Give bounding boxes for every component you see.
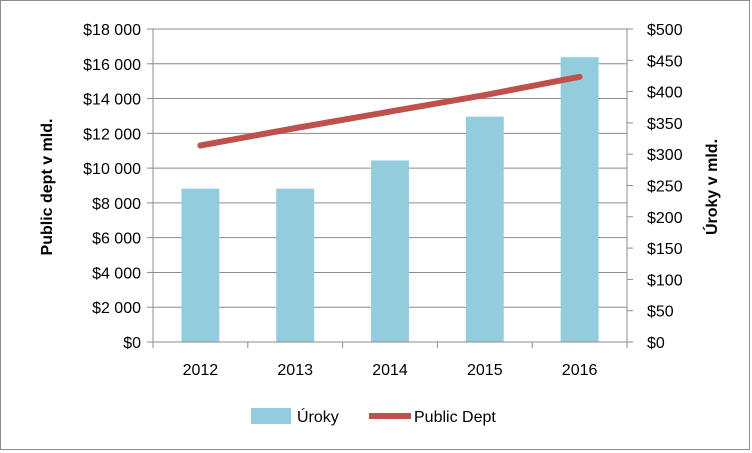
left-tick-label: $0: [123, 335, 141, 352]
right-tick-label: $350: [647, 116, 683, 133]
right-tick-label: $250: [647, 179, 683, 196]
left-tick-label: $18 000: [83, 22, 141, 39]
left-tick-label: $8 000: [92, 196, 141, 213]
right-tick-label: $100: [647, 272, 683, 289]
line-series: [197, 73, 583, 149]
right-tick-label: $0: [647, 335, 665, 352]
bar-uroky-2012: [181, 188, 220, 342]
category-tick-label: 2012: [183, 362, 219, 379]
right-tick-label: $300: [647, 147, 683, 164]
left-axis-ticks: $0 $2 000 $4 000 $6 000 $8 000 $10 000 $12 000…: [83, 22, 141, 352]
left-axis-title: Public dept v mld.: [39, 119, 56, 256]
point-public-dept-2014: [389, 111, 391, 113]
category-axis-ticks: 2012 2013 2014 2015 2016: [183, 362, 598, 379]
category-tick-label: 2014: [372, 362, 408, 379]
right-tick-label: $450: [647, 53, 683, 70]
bar-series: [181, 57, 599, 343]
left-tick-label: $14 000: [83, 92, 141, 109]
right-tick-label: $500: [647, 22, 683, 39]
legend-label-uroky: Úroky: [297, 407, 339, 426]
point-public-dept-2012: [199, 145, 201, 147]
bar-uroky-2015: [465, 116, 504, 342]
point-public-dept-2016: [579, 76, 581, 78]
bar-uroky-2014: [371, 160, 409, 342]
legend: Úroky Public Dept: [251, 407, 496, 426]
bar-uroky-2016: [560, 57, 599, 343]
legend-swatch-uroky: [251, 408, 291, 424]
left-tick-label: $4 000: [92, 265, 141, 282]
left-tick-label: $16 000: [83, 57, 141, 74]
category-tick-label: 2015: [467, 362, 503, 379]
left-tick-label: $10 000: [83, 161, 141, 178]
legend-label-public-dept: Public Dept: [414, 409, 496, 426]
left-tick-label: $6 000: [92, 231, 141, 248]
category-tick-label: 2013: [277, 362, 313, 379]
right-axis-ticks: $0 $50 $100 $150 $200 $250 $300 $350 $400 $450 $50…: [647, 22, 683, 352]
axes: [147, 28, 633, 348]
left-tick-label: $12 000: [83, 126, 141, 143]
left-tick-label: $2 000: [92, 300, 141, 317]
right-tick-label: $150: [647, 241, 683, 258]
right-tick-label: $400: [647, 85, 683, 102]
point-public-dept-2013: [294, 127, 296, 129]
right-tick-label: $200: [647, 210, 683, 227]
right-axis-title: Úroky v mld.: [702, 139, 721, 235]
right-tick-label: $50: [647, 304, 674, 321]
bar-uroky-2013: [276, 188, 315, 342]
point-public-dept-2015: [484, 94, 486, 96]
category-tick-label: 2016: [562, 362, 598, 379]
